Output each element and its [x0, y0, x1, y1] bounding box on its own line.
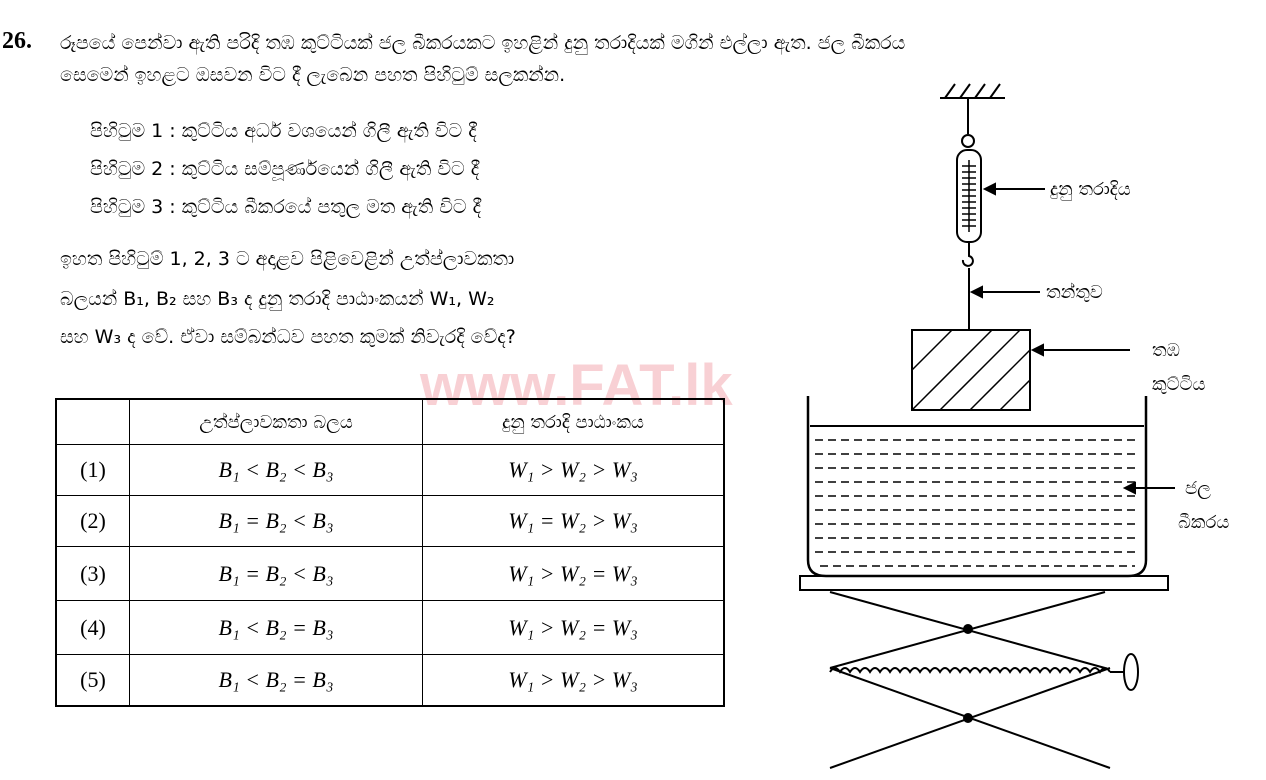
- header-cell: උත්ප්ලාවකතා බලය: [129, 398, 423, 445]
- paragraph: ඉහත පිහිටුම් 1, 2, 3 ට අදාළව පිළිවෙළින් …: [60, 248, 515, 270]
- table-cell: B₁ = B₂ < B₃: [129, 495, 423, 547]
- beaker: [806, 396, 1148, 578]
- paragraph: බලයන් B₁, B₂ සහ B₃ ද දුනු තරාදි පාඨාංකයන…: [60, 288, 495, 310]
- condition: පිහිටුම 2 : කුට්ටිය සම්පූර්ණයෙන් ගිලී ඇත…: [90, 158, 480, 180]
- label: තඹ: [1152, 340, 1180, 361]
- label: තන්තුව: [1046, 282, 1103, 303]
- label: බීකරය: [1178, 512, 1229, 533]
- table-cell: W₁ > W₂ = W₃: [422, 600, 725, 655]
- table-row: (4) B₁ < B₂ = B₃ W₁ > W₂ = W₃: [55, 600, 725, 655]
- table-row: (5) B₁ < B₂ = B₃ W₁ > W₂ > W₃: [55, 654, 725, 706]
- table-cell: W₁ > W₂ > W₃: [422, 654, 725, 706]
- water: [815, 439, 1140, 567]
- ring: [961, 134, 975, 148]
- table-row: (3) B₁ = B₂ < B₃ W₁ > W₂ = W₃: [55, 546, 725, 601]
- label: ජල: [1185, 478, 1211, 499]
- table-cell: (5): [55, 654, 130, 706]
- ceiling: [940, 83, 1005, 99]
- hook: [961, 242, 974, 267]
- table-cell: W₁ > W₂ > W₃: [422, 444, 725, 496]
- question-number: 26.: [2, 28, 32, 54]
- table-cell: B₁ < B₂ < B₃: [129, 444, 423, 496]
- table-cell: B₁ < B₂ = B₃: [129, 600, 423, 655]
- question-text: රූපයේ පෙන්වා ඇති පරිදි තඹ කුට්ටියක් ජල බ…: [60, 32, 906, 54]
- label: කුට්ටිය: [1152, 374, 1205, 395]
- platform: [799, 575, 1169, 591]
- answer-table: උත්ප්ලාවකතා බලය දුනු තරාදි පාඨාංකය (1) B₁…: [55, 398, 725, 707]
- table-cell: (4): [55, 600, 130, 655]
- spring: [962, 160, 976, 232]
- table-cell: W₁ > W₂ = W₃: [422, 546, 725, 601]
- table-cell: (3): [55, 546, 130, 601]
- condition: පිහිටුම 3 : කුට්ටිය බීකරයේ පතුල මත ඇති ව…: [90, 196, 482, 218]
- header-cell: දුනු තරාදි පාඨාංකය: [422, 398, 725, 445]
- label: දුනු තරාදිය: [1050, 179, 1131, 200]
- table-cell: B₁ = B₂ < B₃: [129, 546, 423, 601]
- table-cell: B₁ < B₂ = B₃: [129, 654, 423, 706]
- hatch: [911, 329, 1031, 411]
- scissor-jack: [829, 591, 1139, 769]
- question-text: සෙමෙන් ඉහළට ඔසවන විට දී ලැබෙන පහත පිහිටු…: [60, 64, 566, 86]
- arrows: [969, 182, 1175, 495]
- table-row: (1) B₁ < B₂ < B₃ W₁ > W₂ > W₃: [55, 444, 725, 496]
- condition: පිහිටුම 1 : කුට්ටිය අර්ධ වශයෙන් ගිලී ඇති…: [90, 120, 477, 142]
- paragraph: සහ W₃ ද වේ. ඒවා සම්බන්ධව පහත කුමක් නිවැර…: [60, 326, 516, 348]
